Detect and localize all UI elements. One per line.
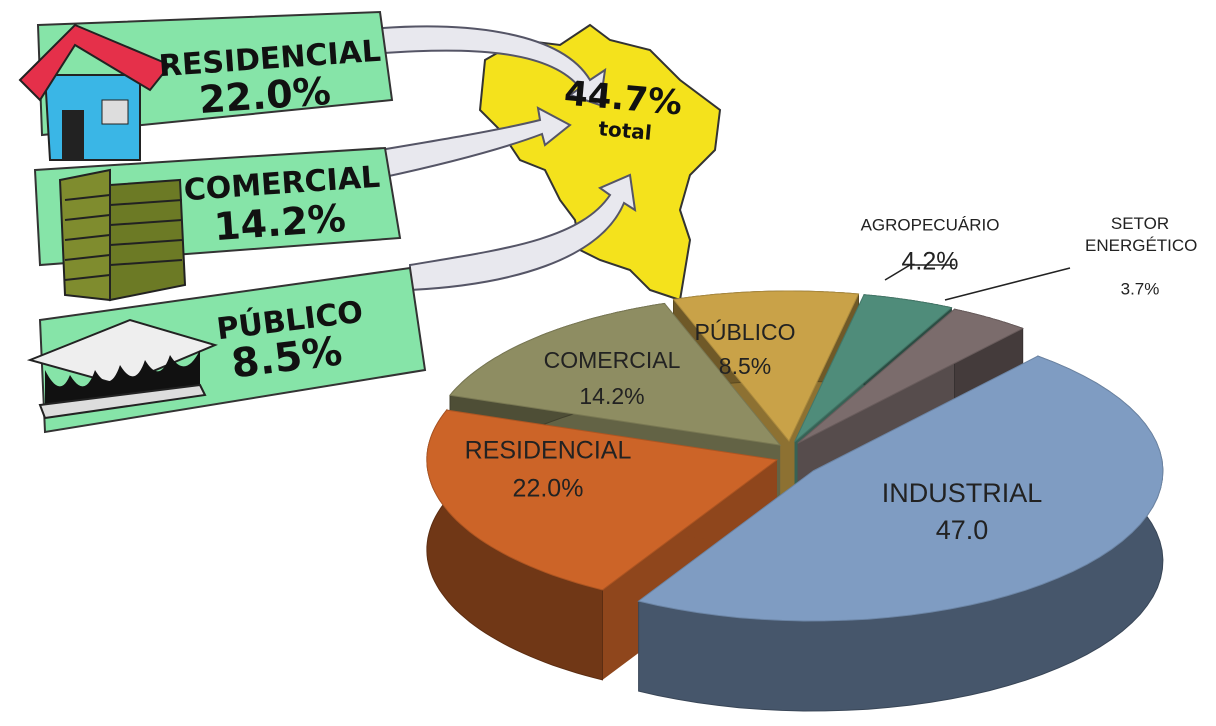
sector-share: 22.0% (198, 69, 333, 122)
value-label: 47.0 (936, 515, 989, 545)
category-label: AGROPECUÁRIO (861, 215, 1000, 234)
slice (637, 355, 1164, 622)
slice (794, 294, 953, 443)
house-icon (18, 23, 172, 161)
map (478, 23, 722, 302)
arrow (409, 173, 637, 292)
category-label: COMERCIAL (544, 347, 681, 373)
arrow (359, 25, 607, 107)
leader-line (884, 264, 955, 281)
building-icon (58, 168, 187, 302)
category-label: SETOR ENERGÉTICO (1085, 214, 1198, 255)
category-label: PÚBLICO (695, 319, 796, 345)
slice (797, 308, 1024, 444)
value-label: 14.2% (579, 383, 644, 409)
category-label: RESIDENCIAL (465, 437, 632, 465)
sector-share: 14.2% (213, 196, 348, 249)
slice (672, 290, 860, 442)
pie-chart: INDUSTRIAL 47.0 RESIDENCIAL 22.0% COMERCIAL 1… (426, 214, 1198, 712)
arrow (379, 106, 572, 180)
value-label: 22.0% (513, 475, 584, 503)
value-label: 8.5% (719, 353, 771, 379)
palace-icon (26, 318, 218, 420)
slice (426, 409, 779, 591)
value-label: 4.2% (902, 248, 959, 276)
value-label: 3.7% (1121, 279, 1160, 298)
leader-line (944, 267, 1071, 301)
category-label: INDUSTRIAL (882, 478, 1043, 508)
total-caption: total (598, 116, 653, 145)
slice (449, 302, 782, 446)
category-label-box: SETOR ENERGÉTICO (1085, 214, 1198, 255)
